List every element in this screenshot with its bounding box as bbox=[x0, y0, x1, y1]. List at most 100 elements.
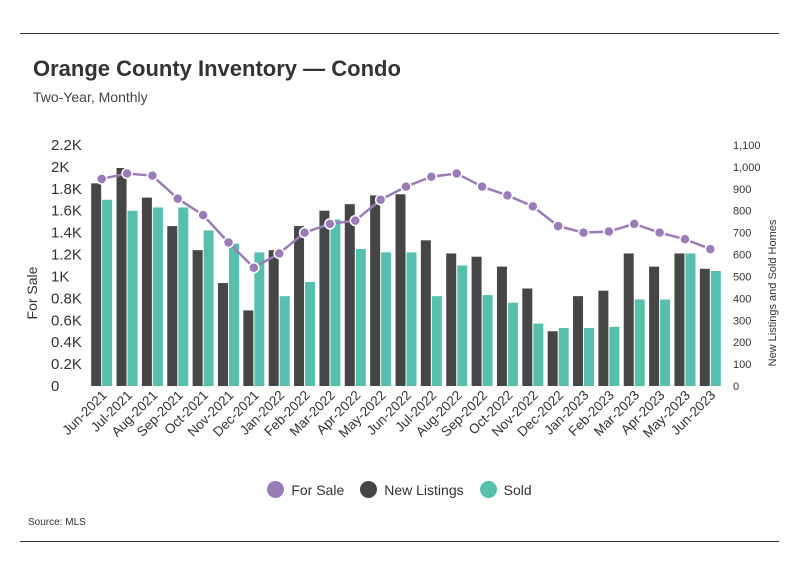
left-axis: 0 0.2K 0.4K 0.6K 0.8K 1K 1.2K 1.4K 1.6K 1.8K 2K 2.2… bbox=[51, 137, 82, 395]
new-listings-bar bbox=[141, 197, 152, 386]
y-right-tick-label: 600 bbox=[733, 250, 751, 262]
for-sale-point bbox=[552, 220, 564, 232]
sold-bar bbox=[558, 327, 569, 386]
y-left-tick-label: 1.2K bbox=[51, 247, 82, 264]
for-sale-point bbox=[146, 169, 159, 182]
sold-bar bbox=[152, 207, 163, 386]
legend-item-for-sale[interactable]: For Sale bbox=[267, 481, 344, 498]
new-listings-bar bbox=[522, 288, 533, 386]
y-right-tick-label: 0 bbox=[733, 381, 739, 393]
for-sale-point bbox=[704, 243, 717, 255]
new-listings-bar bbox=[674, 253, 685, 386]
new-listings-bar bbox=[243, 310, 254, 386]
y-right-tick-label: 700 bbox=[733, 228, 751, 240]
y-right-tick-label: 500 bbox=[733, 271, 751, 283]
for-sale-swatch-icon bbox=[267, 481, 285, 498]
new-listings-bar bbox=[598, 290, 609, 386]
legend-label-sold: Sold bbox=[503, 481, 532, 498]
y-left-tick-label: 1.4K bbox=[51, 225, 82, 242]
new-listings-bar bbox=[217, 283, 228, 386]
legend-item-new-listings[interactable]: New Listings bbox=[360, 481, 464, 498]
new-listings-bar bbox=[294, 226, 305, 386]
sold-bar bbox=[482, 295, 493, 386]
for-sale-point bbox=[501, 189, 514, 202]
new-listings-bar bbox=[370, 195, 381, 386]
for-sale-point bbox=[603, 225, 615, 238]
new-listings-bar bbox=[268, 250, 279, 386]
new-listings-bar bbox=[91, 183, 102, 386]
chart-subtitle: Two-Year, Monthly bbox=[33, 89, 148, 105]
for-sale-point bbox=[248, 261, 260, 274]
new-listings-bar bbox=[699, 268, 710, 386]
legend-label-new-listings: New Listings bbox=[384, 481, 464, 498]
y-right-tick-label: 900 bbox=[733, 184, 751, 196]
x-axis: Jun-2021Jul-2021Aug-2021Sep-2021Oct-2021… bbox=[59, 388, 718, 441]
sold-bar bbox=[178, 207, 189, 386]
sold-bar bbox=[710, 270, 721, 386]
sold-bar bbox=[406, 252, 417, 386]
for-sale-point bbox=[172, 192, 184, 205]
for-sale-point bbox=[324, 218, 336, 230]
for-sale-point bbox=[476, 180, 488, 193]
sold-bar bbox=[102, 199, 113, 386]
new-listings-bar bbox=[167, 226, 178, 386]
y-left-tick-label: 0.6K bbox=[51, 312, 82, 329]
new-listings-bar bbox=[573, 296, 584, 386]
for-sale-point bbox=[374, 194, 387, 206]
new-listings-bar bbox=[471, 256, 482, 386]
y-right-tick-label: 100 bbox=[733, 359, 751, 371]
y-right-tick-label: 300 bbox=[733, 315, 751, 327]
new-listings-bar bbox=[192, 250, 203, 386]
legend-item-sold[interactable]: Sold bbox=[479, 481, 532, 498]
for-sale-point bbox=[298, 226, 311, 239]
sold-bar bbox=[609, 326, 620, 386]
y-right-tick-label: 800 bbox=[733, 206, 751, 218]
sold-bar bbox=[431, 296, 442, 386]
y-axis-right-label: New Listings and Sold Homes bbox=[767, 219, 779, 366]
sold-bar bbox=[355, 249, 366, 386]
for-sale-point bbox=[222, 236, 235, 249]
for-sale-point bbox=[349, 214, 362, 227]
new-listings-bar bbox=[319, 210, 330, 386]
y-left-tick-label: 1.6K bbox=[51, 203, 82, 220]
y-left-tick-label: 2K bbox=[51, 159, 69, 176]
y-right-tick-label: 200 bbox=[733, 337, 751, 349]
y-axis-left-label: For Sale bbox=[24, 266, 40, 319]
for-sale-point bbox=[628, 218, 640, 230]
for-sale-point bbox=[679, 233, 691, 245]
right-axis: 0 100 200 300 400 500 600 700 800 900 1,000 1,100 bbox=[733, 140, 761, 393]
chart-title: Orange County Inventory — Condo bbox=[33, 56, 401, 81]
for-sale-point bbox=[450, 167, 463, 180]
y-left-tick-label: 0.4K bbox=[51, 334, 82, 351]
sold-bar bbox=[330, 219, 341, 386]
for-sale-point bbox=[273, 247, 285, 260]
sold-bar bbox=[533, 323, 544, 386]
y-left-tick-label: 2.2K bbox=[51, 137, 82, 154]
y-right-tick-label: 1,100 bbox=[733, 140, 761, 152]
source-note: Source: MLS bbox=[28, 517, 86, 528]
for-sale-point bbox=[527, 200, 539, 213]
sold-bar bbox=[127, 210, 138, 386]
y-right-tick-label: 1,000 bbox=[733, 162, 761, 174]
new-listings-bar bbox=[623, 253, 634, 386]
new-listings-bar bbox=[395, 194, 406, 386]
sold-bar bbox=[254, 252, 265, 386]
sold-bar bbox=[228, 243, 239, 386]
bottom-rule bbox=[20, 541, 779, 542]
sold-bar bbox=[660, 299, 671, 386]
new-listings-swatch-icon bbox=[360, 481, 378, 498]
for-sale-line bbox=[95, 167, 717, 274]
for-sale-point bbox=[577, 226, 590, 239]
new-listings-bar bbox=[116, 168, 127, 386]
top-rule bbox=[20, 33, 779, 34]
for-sale-point bbox=[95, 173, 108, 185]
y-left-tick-label: 1.8K bbox=[51, 181, 82, 198]
new-listings-bar bbox=[344, 204, 355, 386]
sold-bar bbox=[305, 281, 316, 386]
sold-bar bbox=[457, 265, 468, 386]
sold-swatch-icon bbox=[479, 481, 497, 498]
y-right-tick-label: 400 bbox=[733, 293, 751, 305]
new-listings-bar bbox=[649, 266, 660, 386]
sold-bar bbox=[584, 327, 595, 386]
for-sale-point bbox=[653, 226, 666, 239]
